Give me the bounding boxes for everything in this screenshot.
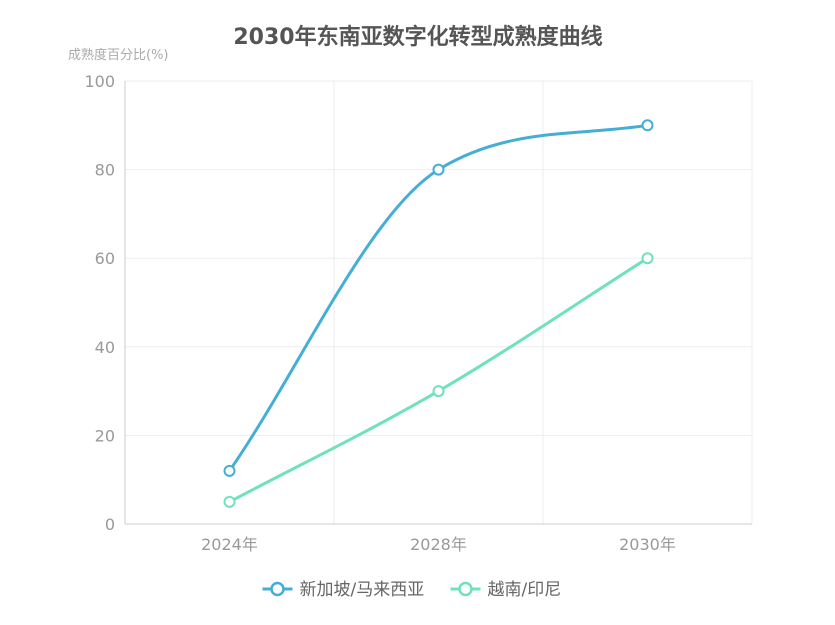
- data-point: [432, 385, 445, 398]
- tick-labels: 0 20 40 60 80 100 2024年 2028年 2030年: [84, 72, 675, 554]
- grid: [125, 80, 753, 524]
- series-line: [228, 256, 649, 504]
- legend[interactable]: 新加坡/马来西亚 越南/印尼: [262, 580, 562, 600]
- y-tick-label: 20: [95, 426, 115, 445]
- y-tick-label: 60: [95, 249, 115, 268]
- legend-label: 新加坡/马来西亚: [300, 580, 425, 600]
- axes: [124, 81, 752, 525]
- y-axis-label: 成熟度百分比(%): [68, 47, 169, 63]
- y-tick-label: 0: [105, 515, 115, 534]
- y-tick-label: 80: [95, 161, 115, 180]
- y-tick-label: 100: [84, 72, 115, 91]
- x-tick-label: 2024年: [201, 535, 258, 554]
- series-line: [228, 123, 648, 472]
- data-point: [641, 252, 654, 265]
- y-tick-label: 40: [95, 338, 115, 357]
- legend-marker-icon: [270, 581, 285, 597]
- legend-marker-icon: [458, 581, 473, 597]
- x-tick-label: 2028年: [410, 535, 467, 554]
- chart-title: 2030年东南亚数字化转型成熟度曲线: [233, 24, 602, 50]
- data-point: [432, 163, 445, 176]
- legend-label: 越南/印尼: [488, 580, 562, 600]
- x-tick-label: 2030年: [619, 535, 676, 554]
- data-point: [223, 464, 236, 477]
- data-point: [641, 119, 654, 132]
- data-point: [223, 495, 236, 508]
- series-layer: [223, 119, 654, 508]
